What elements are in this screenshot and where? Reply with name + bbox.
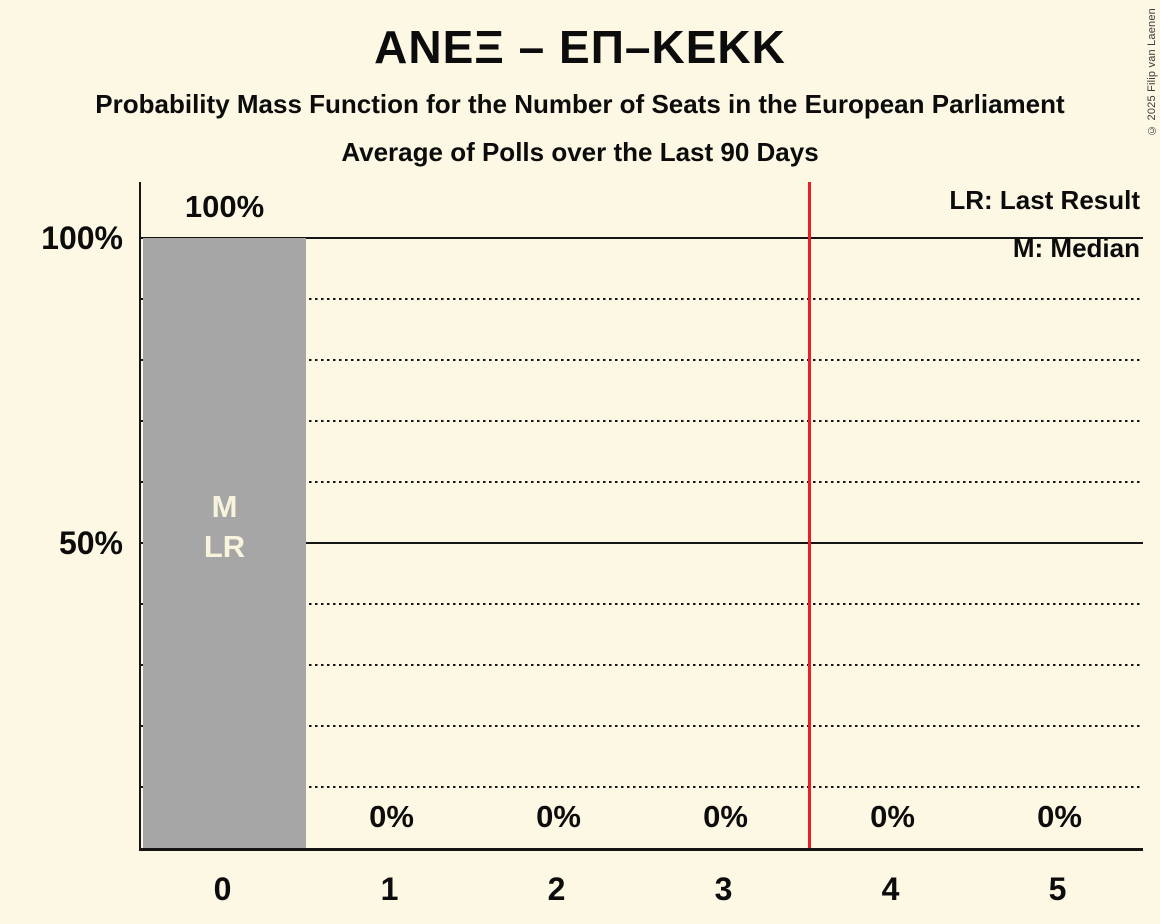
x-tick-label-3: 3 <box>714 871 733 907</box>
x-tick-label-5: 5 <box>1048 871 1067 907</box>
x-tick-label-4: 4 <box>881 871 900 907</box>
bar-value-label-2: 0% <box>536 799 581 834</box>
majority-threshold-line <box>807 182 811 848</box>
gridline-solid-100 <box>141 236 1143 239</box>
last-result-marker: LR <box>203 529 246 564</box>
gridline-dotted-70 <box>141 419 1143 423</box>
bar-value-label-5: 0% <box>1037 799 1082 834</box>
gridline-dotted-90 <box>141 297 1143 301</box>
plot-area: M LR 100% 0% 0% 0% 0% 0% <box>139 182 1143 851</box>
gridline-dotted-20 <box>141 724 1143 728</box>
copyright-notice: © 2025 Filip van Laenen <box>1146 8 1158 136</box>
gridline-dotted-40 <box>141 602 1143 606</box>
gridline-dotted-10 <box>141 785 1143 789</box>
bar-value-label-4: 0% <box>870 799 915 834</box>
legend-last-result: LR: Last Result <box>949 185 1140 215</box>
chart-subtitle: Probability Mass Function for the Number… <box>95 89 1065 119</box>
gridline-dotted-30 <box>141 663 1143 667</box>
y-tick-label-100: 100% <box>41 220 123 256</box>
bar-seats-0 <box>143 238 306 848</box>
x-tick-label-0: 0 <box>213 871 232 907</box>
gridline-solid-50 <box>141 541 1143 544</box>
y-tick-label-50: 50% <box>58 525 123 561</box>
gridline-dotted-60 <box>141 480 1143 484</box>
bar-value-label-3: 0% <box>703 799 748 834</box>
chart-subtitle-period: Average of Polls over the Last 90 Days <box>341 137 819 167</box>
bar-value-label-1: 0% <box>369 799 414 834</box>
median-marker: M <box>211 489 238 524</box>
x-tick-label-2: 2 <box>547 871 566 907</box>
median-last-result-annotation: M LR <box>143 487 306 567</box>
x-tick-label-1: 1 <box>380 871 399 907</box>
gridline-dotted-80 <box>141 358 1143 362</box>
chart-title: ΑΝΕΞ – ΕΠ–ΚΕΚΚ <box>374 21 786 73</box>
bar-value-label-0: 100% <box>184 189 265 224</box>
